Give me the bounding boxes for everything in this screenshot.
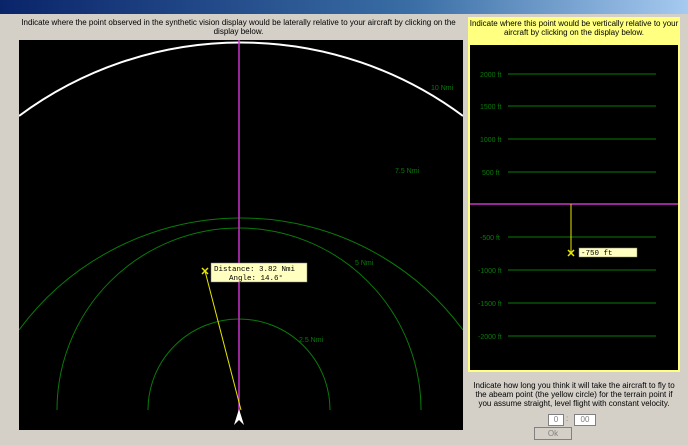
time-input-row: 0 : 00 — [548, 414, 608, 426]
level-label-500: 500 ft — [482, 170, 500, 177]
level-label-minus-1500: -1500 ft — [478, 301, 502, 308]
lateral-radar-display[interactable]: 2.5 Nmi 5 Nmi 7.5 Nmi 10 Nmi Distance: 3… — [19, 40, 463, 430]
vertical-instruction: Indicate where this point would be verti… — [469, 19, 679, 37]
level-label-1500: 1500 ft — [480, 104, 501, 111]
title-bar — [0, 0, 688, 14]
aircraft-icon — [234, 409, 244, 425]
seconds-field[interactable]: 00 — [574, 414, 596, 426]
bearing-line — [204, 270, 242, 411]
distance-readout: Distance: 3.82 Nmi — [214, 266, 296, 274]
level-label-minus-1000: -1000 ft — [478, 268, 502, 275]
level-label-2000: 2000 ft — [480, 72, 501, 79]
ring-label-10: 10 Nmi — [431, 85, 454, 92]
vertical-altitude-display[interactable]: 2000 ft 1500 ft 1000 ft 500 ft -500 ft -… — [470, 45, 678, 370]
ring-label-2-5: 2.5 Nmi — [299, 337, 324, 344]
timing-instruction: Indicate how long you think it will take… — [473, 381, 675, 408]
time-separator: : — [566, 414, 569, 423]
altitude-readout-box — [578, 247, 638, 258]
level-label-minus-500: -500 ft — [480, 235, 500, 242]
timing-panel: Indicate how long you think it will take… — [468, 374, 680, 440]
angle-readout: Angle: 14.6° — [229, 274, 283, 283]
level-label-1000: 1000 ft — [480, 137, 501, 144]
ring-7-5 — [19, 217, 463, 331]
altitude-marker — [567, 249, 575, 257]
altitude-readout: -750 ft — [581, 250, 613, 258]
ring-label-5: 5 Nmi — [355, 260, 374, 267]
ok-button[interactable]: Ok — [534, 427, 572, 440]
lateral-instruction: Indicate where the point observed in the… — [21, 18, 456, 36]
level-label-minus-2000: -2000 ft — [478, 334, 502, 341]
minutes-field[interactable]: 0 — [548, 414, 564, 426]
target-marker — [201, 267, 209, 275]
ring-10-outer — [19, 41, 463, 117]
ring-label-7-5: 7.5 Nmi — [395, 168, 420, 175]
readout-box — [210, 262, 308, 283]
